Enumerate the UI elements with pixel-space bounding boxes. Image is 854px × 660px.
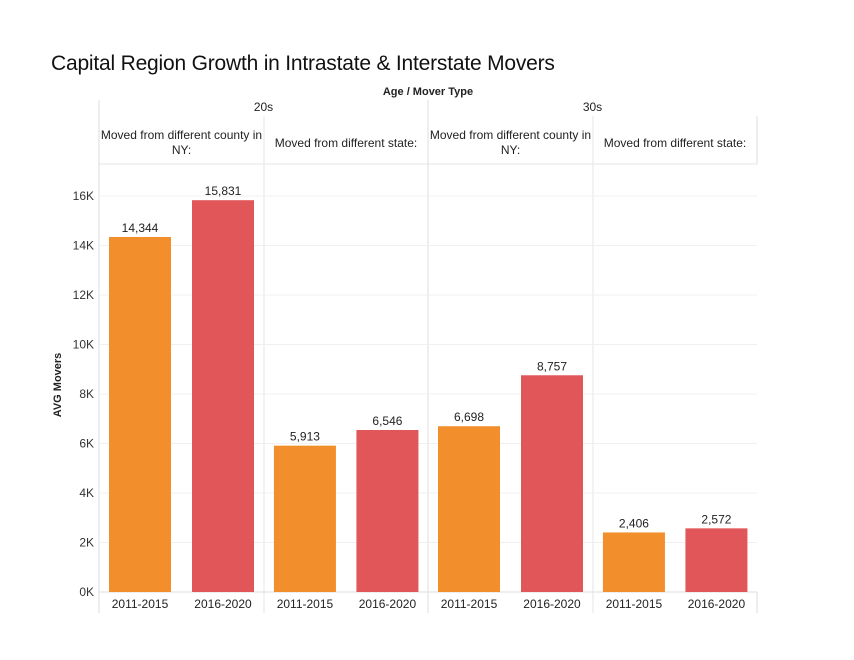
bar: [602, 532, 665, 592]
data-label: 14,344: [122, 221, 159, 235]
x-tick-label: 2016-2020: [688, 597, 746, 611]
age-group-label-30s: 30s: [582, 100, 603, 114]
y-tick-label: 14K: [73, 239, 94, 253]
column-header-title: Age / Mover Type: [382, 86, 474, 98]
y-tick-label: 2K: [79, 536, 94, 550]
x-tick-label: 2011-2015: [277, 597, 334, 611]
data-label: 2,406: [619, 516, 649, 530]
data-label: 8,757: [537, 359, 567, 373]
data-label: 6,698: [454, 410, 484, 424]
bar: [356, 429, 419, 592]
y-tick-label: 0K: [79, 585, 94, 599]
bar: [685, 528, 748, 592]
bar: [192, 200, 254, 593]
mover-type-label: Moved from different county in NY:: [429, 128, 592, 157]
age-group-label-20s: 20s: [253, 100, 274, 114]
x-tick-label: 2016-2020: [523, 597, 581, 611]
chart-title: Capital Region Growth in Intrastate & In…: [51, 52, 555, 75]
bar: [521, 375, 583, 592]
y-tick-label: 4K: [79, 486, 94, 500]
data-label: 15,831: [205, 184, 242, 198]
bar: [273, 445, 336, 592]
data-label: 6,546: [372, 414, 402, 428]
mover-type-label: Moved from different county in NY:: [100, 128, 263, 157]
mover-type-label: Moved from different state:: [274, 135, 418, 150]
y-tick-label: 6K: [79, 437, 94, 451]
y-tick-label: 16K: [73, 189, 94, 203]
x-tick-label: 2016-2020: [194, 597, 252, 611]
y-tick-label: 12K: [73, 288, 94, 302]
y-tick-label: 10K: [73, 338, 94, 352]
data-label: 5,913: [290, 430, 320, 444]
x-tick-label: 2011-2015: [441, 597, 498, 611]
y-tick-label: 8K: [79, 387, 94, 401]
bar: [109, 236, 171, 592]
x-tick-label: 2016-2020: [359, 597, 417, 611]
mover-type-label: Moved from different state:: [603, 135, 747, 150]
data-label: 2,572: [701, 512, 731, 526]
x-tick-label: 2011-2015: [606, 597, 663, 611]
x-tick-label: 2011-2015: [112, 597, 169, 611]
bar: [438, 426, 500, 592]
